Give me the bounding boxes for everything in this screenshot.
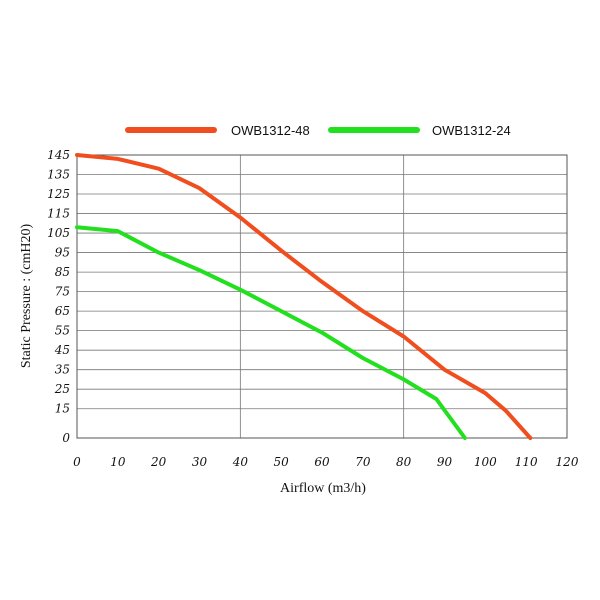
x-tick-label: 70 [355,455,371,469]
grid [76,154,568,439]
plot-frame [76,154,568,439]
y-tick-label: 85 [55,265,70,279]
x-tick-label: 20 [150,455,167,469]
x-tick-label: 80 [396,455,412,469]
x-tick-label: 110 [515,455,538,469]
y-tick-label: 0 [62,431,70,445]
x-tick-label: 60 [314,455,330,469]
x-tick-label: 50 [274,455,290,469]
x-tick-label: 120 [556,455,579,469]
y-tick-label: 65 [55,304,70,318]
y-axis-ticks: 145 135 125 115 105 95 85 75 65 55 45 35 25 15 0 [47,148,70,445]
y-tick-label: 145 [47,148,70,162]
series-lines [75,153,533,440]
y-tick-label: 35 [55,363,70,377]
y-tick-label: 45 [54,343,70,357]
x-tick-label: 100 [474,455,497,469]
y-tick-label: 25 [54,382,70,396]
x-tick-label: 40 [232,455,249,469]
x-axis-label: Airflow (m3/h) [280,481,366,496]
x-tick-label: 90 [437,455,453,469]
y-tick-label: 55 [55,324,70,338]
y-tick-label: 115 [47,207,70,221]
y-axis-label: Static Pressure : (cmH20) [19,224,34,369]
x-tick-label: 0 [73,455,81,469]
series-line-owb1312-48 [75,153,533,440]
x-tick-label: 10 [110,455,126,469]
y-tick-label: 135 [47,168,70,182]
x-axis-ticks: 0 10 20 30 40 50 60 70 80 90 100 110 120 [73,455,579,469]
y-tick-label: 95 [55,246,70,260]
y-tick-label: 75 [55,285,70,299]
legend: OWB1312-48 OWB1312-24 [125,123,511,138]
x-tick-label: 30 [192,455,208,469]
y-tick-label: 15 [55,402,70,416]
y-tick-label: 105 [47,226,70,240]
series-line-owb1312-24 [75,225,467,440]
y-tick-label: 125 [47,187,70,201]
legend-label: OWB1312-24 [432,123,511,138]
legend-label: OWB1312-48 [231,123,310,138]
